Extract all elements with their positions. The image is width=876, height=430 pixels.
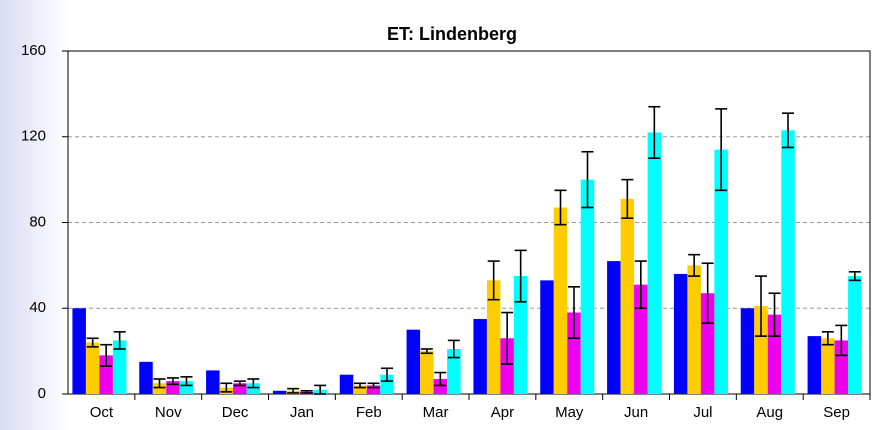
x-tick-label: Nov xyxy=(155,404,182,421)
error-bar xyxy=(501,311,514,365)
error-bar xyxy=(554,189,567,226)
error-bar xyxy=(447,339,460,359)
chart-title: ET: Lindenberg xyxy=(387,24,517,44)
bar xyxy=(99,355,113,394)
bar xyxy=(406,329,421,394)
error-bar xyxy=(153,378,166,389)
bar xyxy=(673,273,688,394)
error-bar xyxy=(367,382,380,389)
error-bar xyxy=(835,324,848,357)
bar xyxy=(513,276,528,394)
bar xyxy=(740,308,755,394)
bar xyxy=(807,336,822,394)
bar xyxy=(72,308,86,394)
error-bar xyxy=(86,337,99,348)
bar xyxy=(85,342,100,394)
bar xyxy=(647,132,662,394)
bar xyxy=(206,370,220,394)
x-tick-label: Jan xyxy=(290,404,314,421)
x-tick-label: Jul xyxy=(693,404,712,421)
bar xyxy=(781,130,795,394)
bar xyxy=(420,351,434,394)
bar xyxy=(567,312,581,394)
bar xyxy=(366,385,381,394)
error-bar xyxy=(634,260,647,310)
error-bar xyxy=(648,105,661,159)
bar xyxy=(112,340,127,394)
error-bar xyxy=(581,150,594,209)
x-tick-label: Mar xyxy=(423,404,449,421)
bar xyxy=(447,348,461,394)
error-bar xyxy=(434,371,447,387)
error-bar xyxy=(768,292,781,337)
error-bar xyxy=(755,275,767,337)
x-tick-label: Sep xyxy=(823,404,850,421)
x-tick-label: May xyxy=(555,404,584,421)
error-bar xyxy=(514,249,527,303)
error-bar xyxy=(354,382,366,389)
bar xyxy=(179,381,194,394)
error-bar xyxy=(167,377,179,386)
x-tick-label: Feb xyxy=(356,404,382,421)
error-bar xyxy=(287,387,300,394)
bar xyxy=(580,179,595,394)
error-bar xyxy=(821,331,834,346)
bar xyxy=(620,198,635,394)
error-bar xyxy=(848,271,861,282)
bar xyxy=(233,383,247,394)
error-bar xyxy=(701,262,714,325)
bar xyxy=(607,261,621,394)
y-tick-label: 0 xyxy=(38,385,46,402)
x-tick-label: Jun xyxy=(624,404,648,421)
error-bar xyxy=(381,367,393,382)
bar xyxy=(848,276,862,394)
bar xyxy=(714,149,728,394)
x-tick-label: Aug xyxy=(756,404,783,421)
bar xyxy=(380,374,394,394)
bar xyxy=(486,280,501,394)
x-tick-label: Apr xyxy=(491,404,514,421)
bar xyxy=(834,340,849,394)
bar xyxy=(500,338,514,394)
y-tick-label: 120 xyxy=(21,128,46,145)
error-bar xyxy=(621,178,634,220)
error-bar xyxy=(715,108,728,192)
bar xyxy=(473,318,487,394)
error-bar xyxy=(688,253,701,277)
bar xyxy=(433,378,448,394)
bar xyxy=(339,374,354,394)
error-bar xyxy=(568,286,580,340)
bar xyxy=(700,293,715,394)
error-bar xyxy=(247,378,260,389)
bar xyxy=(272,390,287,394)
y-tick-label: 80 xyxy=(29,213,46,230)
bar xyxy=(553,207,568,394)
error-bar xyxy=(113,331,126,350)
error-bar xyxy=(100,343,113,367)
bar xyxy=(687,265,701,394)
bar xyxy=(821,338,835,394)
bar xyxy=(754,306,768,394)
bar xyxy=(246,383,261,394)
error-bar xyxy=(782,112,794,149)
error-bar xyxy=(233,380,246,387)
error-bar xyxy=(180,376,193,387)
bar xyxy=(152,383,167,394)
bar xyxy=(139,361,153,394)
y-tick-label: 40 xyxy=(29,299,46,316)
bar xyxy=(767,314,782,394)
error-bar xyxy=(420,348,433,355)
bar xyxy=(634,284,648,394)
error-bar xyxy=(300,389,313,394)
x-tick-label: Oct xyxy=(90,404,114,421)
error-bar xyxy=(487,260,500,301)
error-bar xyxy=(220,382,233,393)
x-tick-label: Dec xyxy=(222,404,249,421)
bar xyxy=(540,280,554,394)
bar xyxy=(353,385,367,394)
error-bar xyxy=(314,384,327,395)
y-tick-label: 160 xyxy=(21,42,46,59)
